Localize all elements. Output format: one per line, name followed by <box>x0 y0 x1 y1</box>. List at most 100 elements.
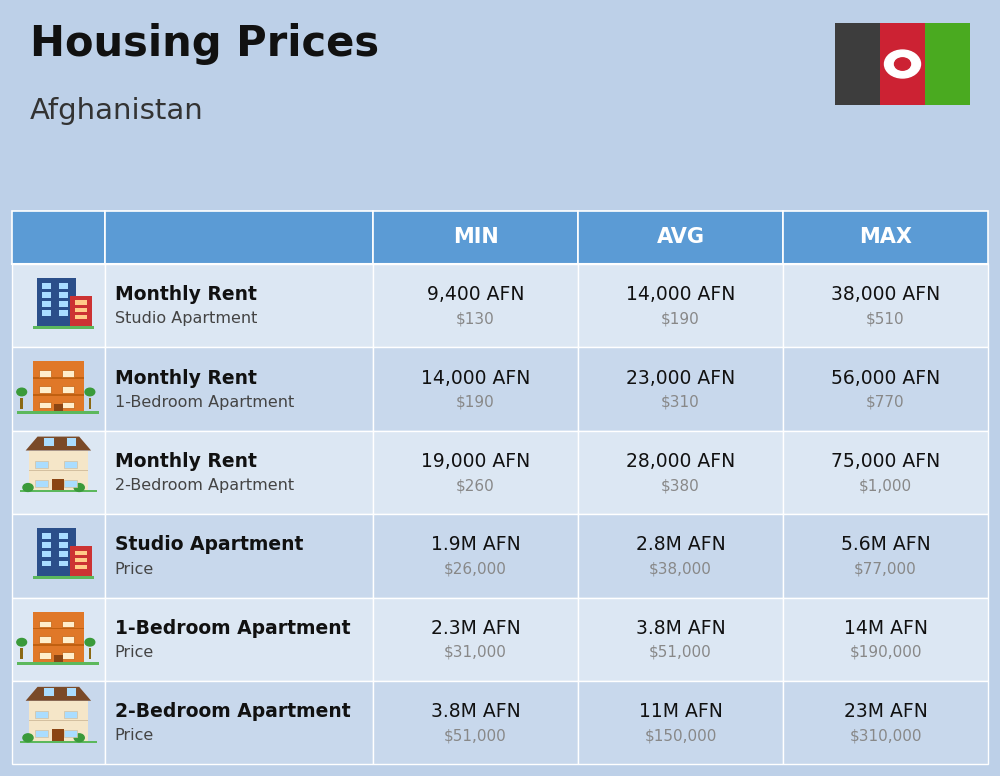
FancyBboxPatch shape <box>39 636 51 643</box>
Text: $190: $190 <box>456 395 495 410</box>
Text: $51,000: $51,000 <box>444 729 507 743</box>
FancyBboxPatch shape <box>105 211 373 264</box>
FancyBboxPatch shape <box>42 533 51 539</box>
FancyBboxPatch shape <box>52 479 64 490</box>
FancyBboxPatch shape <box>783 598 988 681</box>
FancyBboxPatch shape <box>20 740 97 743</box>
Text: $770: $770 <box>866 395 905 410</box>
Text: MAX: MAX <box>859 227 912 248</box>
FancyBboxPatch shape <box>105 681 373 764</box>
FancyBboxPatch shape <box>29 451 88 490</box>
FancyBboxPatch shape <box>68 326 94 329</box>
Text: Price: Price <box>115 645 154 660</box>
Polygon shape <box>26 687 91 701</box>
FancyBboxPatch shape <box>783 681 988 764</box>
Text: $150,000: $150,000 <box>644 729 717 743</box>
FancyBboxPatch shape <box>42 310 51 316</box>
Text: Price: Price <box>115 562 154 577</box>
FancyBboxPatch shape <box>783 348 988 431</box>
FancyBboxPatch shape <box>105 514 373 598</box>
Circle shape <box>23 483 33 491</box>
FancyBboxPatch shape <box>89 648 91 660</box>
FancyBboxPatch shape <box>42 292 51 298</box>
Text: Studio Apartment: Studio Apartment <box>115 535 303 554</box>
FancyBboxPatch shape <box>70 546 92 576</box>
Text: 2-Bedroom Apartment: 2-Bedroom Apartment <box>115 702 350 721</box>
Circle shape <box>17 388 27 396</box>
FancyBboxPatch shape <box>29 701 88 740</box>
FancyBboxPatch shape <box>62 636 74 643</box>
FancyBboxPatch shape <box>64 711 77 719</box>
Text: $77,000: $77,000 <box>854 562 917 577</box>
FancyBboxPatch shape <box>37 278 76 326</box>
Text: $510: $510 <box>866 311 905 326</box>
Text: 9,400 AFN: 9,400 AFN <box>427 286 524 304</box>
Text: 2.8M AFN: 2.8M AFN <box>636 535 725 554</box>
Circle shape <box>17 639 27 646</box>
Text: $130: $130 <box>456 311 495 326</box>
FancyBboxPatch shape <box>12 211 105 264</box>
FancyBboxPatch shape <box>12 598 105 681</box>
Text: $26,000: $26,000 <box>444 562 507 577</box>
Text: Price: Price <box>115 729 154 743</box>
Circle shape <box>885 50 920 78</box>
Text: 19,000 AFN: 19,000 AFN <box>421 452 530 471</box>
FancyBboxPatch shape <box>880 23 925 105</box>
Text: 11M AFN: 11M AFN <box>639 702 722 721</box>
FancyBboxPatch shape <box>12 514 105 598</box>
FancyBboxPatch shape <box>75 558 87 563</box>
FancyBboxPatch shape <box>42 542 51 548</box>
FancyBboxPatch shape <box>42 552 51 557</box>
FancyBboxPatch shape <box>105 264 373 348</box>
FancyBboxPatch shape <box>783 264 988 348</box>
FancyBboxPatch shape <box>43 687 54 696</box>
Text: 28,000 AFN: 28,000 AFN <box>626 452 735 471</box>
FancyBboxPatch shape <box>62 621 74 627</box>
FancyBboxPatch shape <box>62 386 74 393</box>
Text: 14M AFN: 14M AFN <box>844 619 928 638</box>
FancyBboxPatch shape <box>578 598 783 681</box>
FancyBboxPatch shape <box>42 301 51 307</box>
FancyBboxPatch shape <box>59 552 68 557</box>
FancyBboxPatch shape <box>373 211 578 264</box>
FancyBboxPatch shape <box>89 398 91 409</box>
FancyBboxPatch shape <box>64 480 77 487</box>
FancyBboxPatch shape <box>29 469 88 471</box>
Text: $190: $190 <box>661 311 700 326</box>
FancyBboxPatch shape <box>783 211 988 264</box>
Text: 23M AFN: 23M AFN <box>844 702 927 721</box>
FancyBboxPatch shape <box>105 431 373 514</box>
Circle shape <box>895 58 910 71</box>
FancyBboxPatch shape <box>75 551 87 555</box>
FancyBboxPatch shape <box>35 461 48 468</box>
FancyBboxPatch shape <box>373 264 578 348</box>
FancyBboxPatch shape <box>33 394 84 396</box>
Circle shape <box>23 734 33 742</box>
FancyBboxPatch shape <box>39 386 51 393</box>
FancyBboxPatch shape <box>75 315 87 319</box>
Text: $260: $260 <box>456 478 495 493</box>
FancyBboxPatch shape <box>12 348 105 431</box>
FancyBboxPatch shape <box>835 23 880 105</box>
Text: 75,000 AFN: 75,000 AFN <box>831 452 940 471</box>
FancyBboxPatch shape <box>75 565 87 570</box>
Text: $310,000: $310,000 <box>849 729 922 743</box>
FancyBboxPatch shape <box>578 514 783 598</box>
FancyBboxPatch shape <box>33 362 84 411</box>
FancyBboxPatch shape <box>20 490 97 493</box>
FancyBboxPatch shape <box>578 681 783 764</box>
Text: Studio Apartment: Studio Apartment <box>115 311 257 326</box>
FancyBboxPatch shape <box>373 348 578 431</box>
Text: $51,000: $51,000 <box>649 645 712 660</box>
Circle shape <box>74 483 84 491</box>
FancyBboxPatch shape <box>68 576 94 579</box>
FancyBboxPatch shape <box>42 560 51 566</box>
FancyBboxPatch shape <box>29 720 88 722</box>
FancyBboxPatch shape <box>783 514 988 598</box>
FancyBboxPatch shape <box>20 648 23 660</box>
Circle shape <box>74 734 84 742</box>
Text: 1.9M AFN: 1.9M AFN <box>431 535 520 554</box>
FancyBboxPatch shape <box>59 310 68 316</box>
FancyBboxPatch shape <box>20 398 23 409</box>
FancyBboxPatch shape <box>59 560 68 566</box>
